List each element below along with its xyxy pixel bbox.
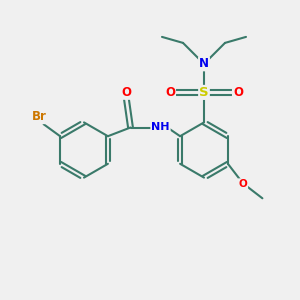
Text: O: O [233, 86, 243, 99]
Text: NH: NH [151, 122, 170, 133]
Text: O: O [121, 86, 131, 99]
Text: N: N [199, 57, 209, 70]
Text: Br: Br [32, 110, 46, 123]
Text: O: O [238, 179, 247, 189]
Text: S: S [199, 86, 209, 99]
Text: O: O [165, 86, 175, 99]
